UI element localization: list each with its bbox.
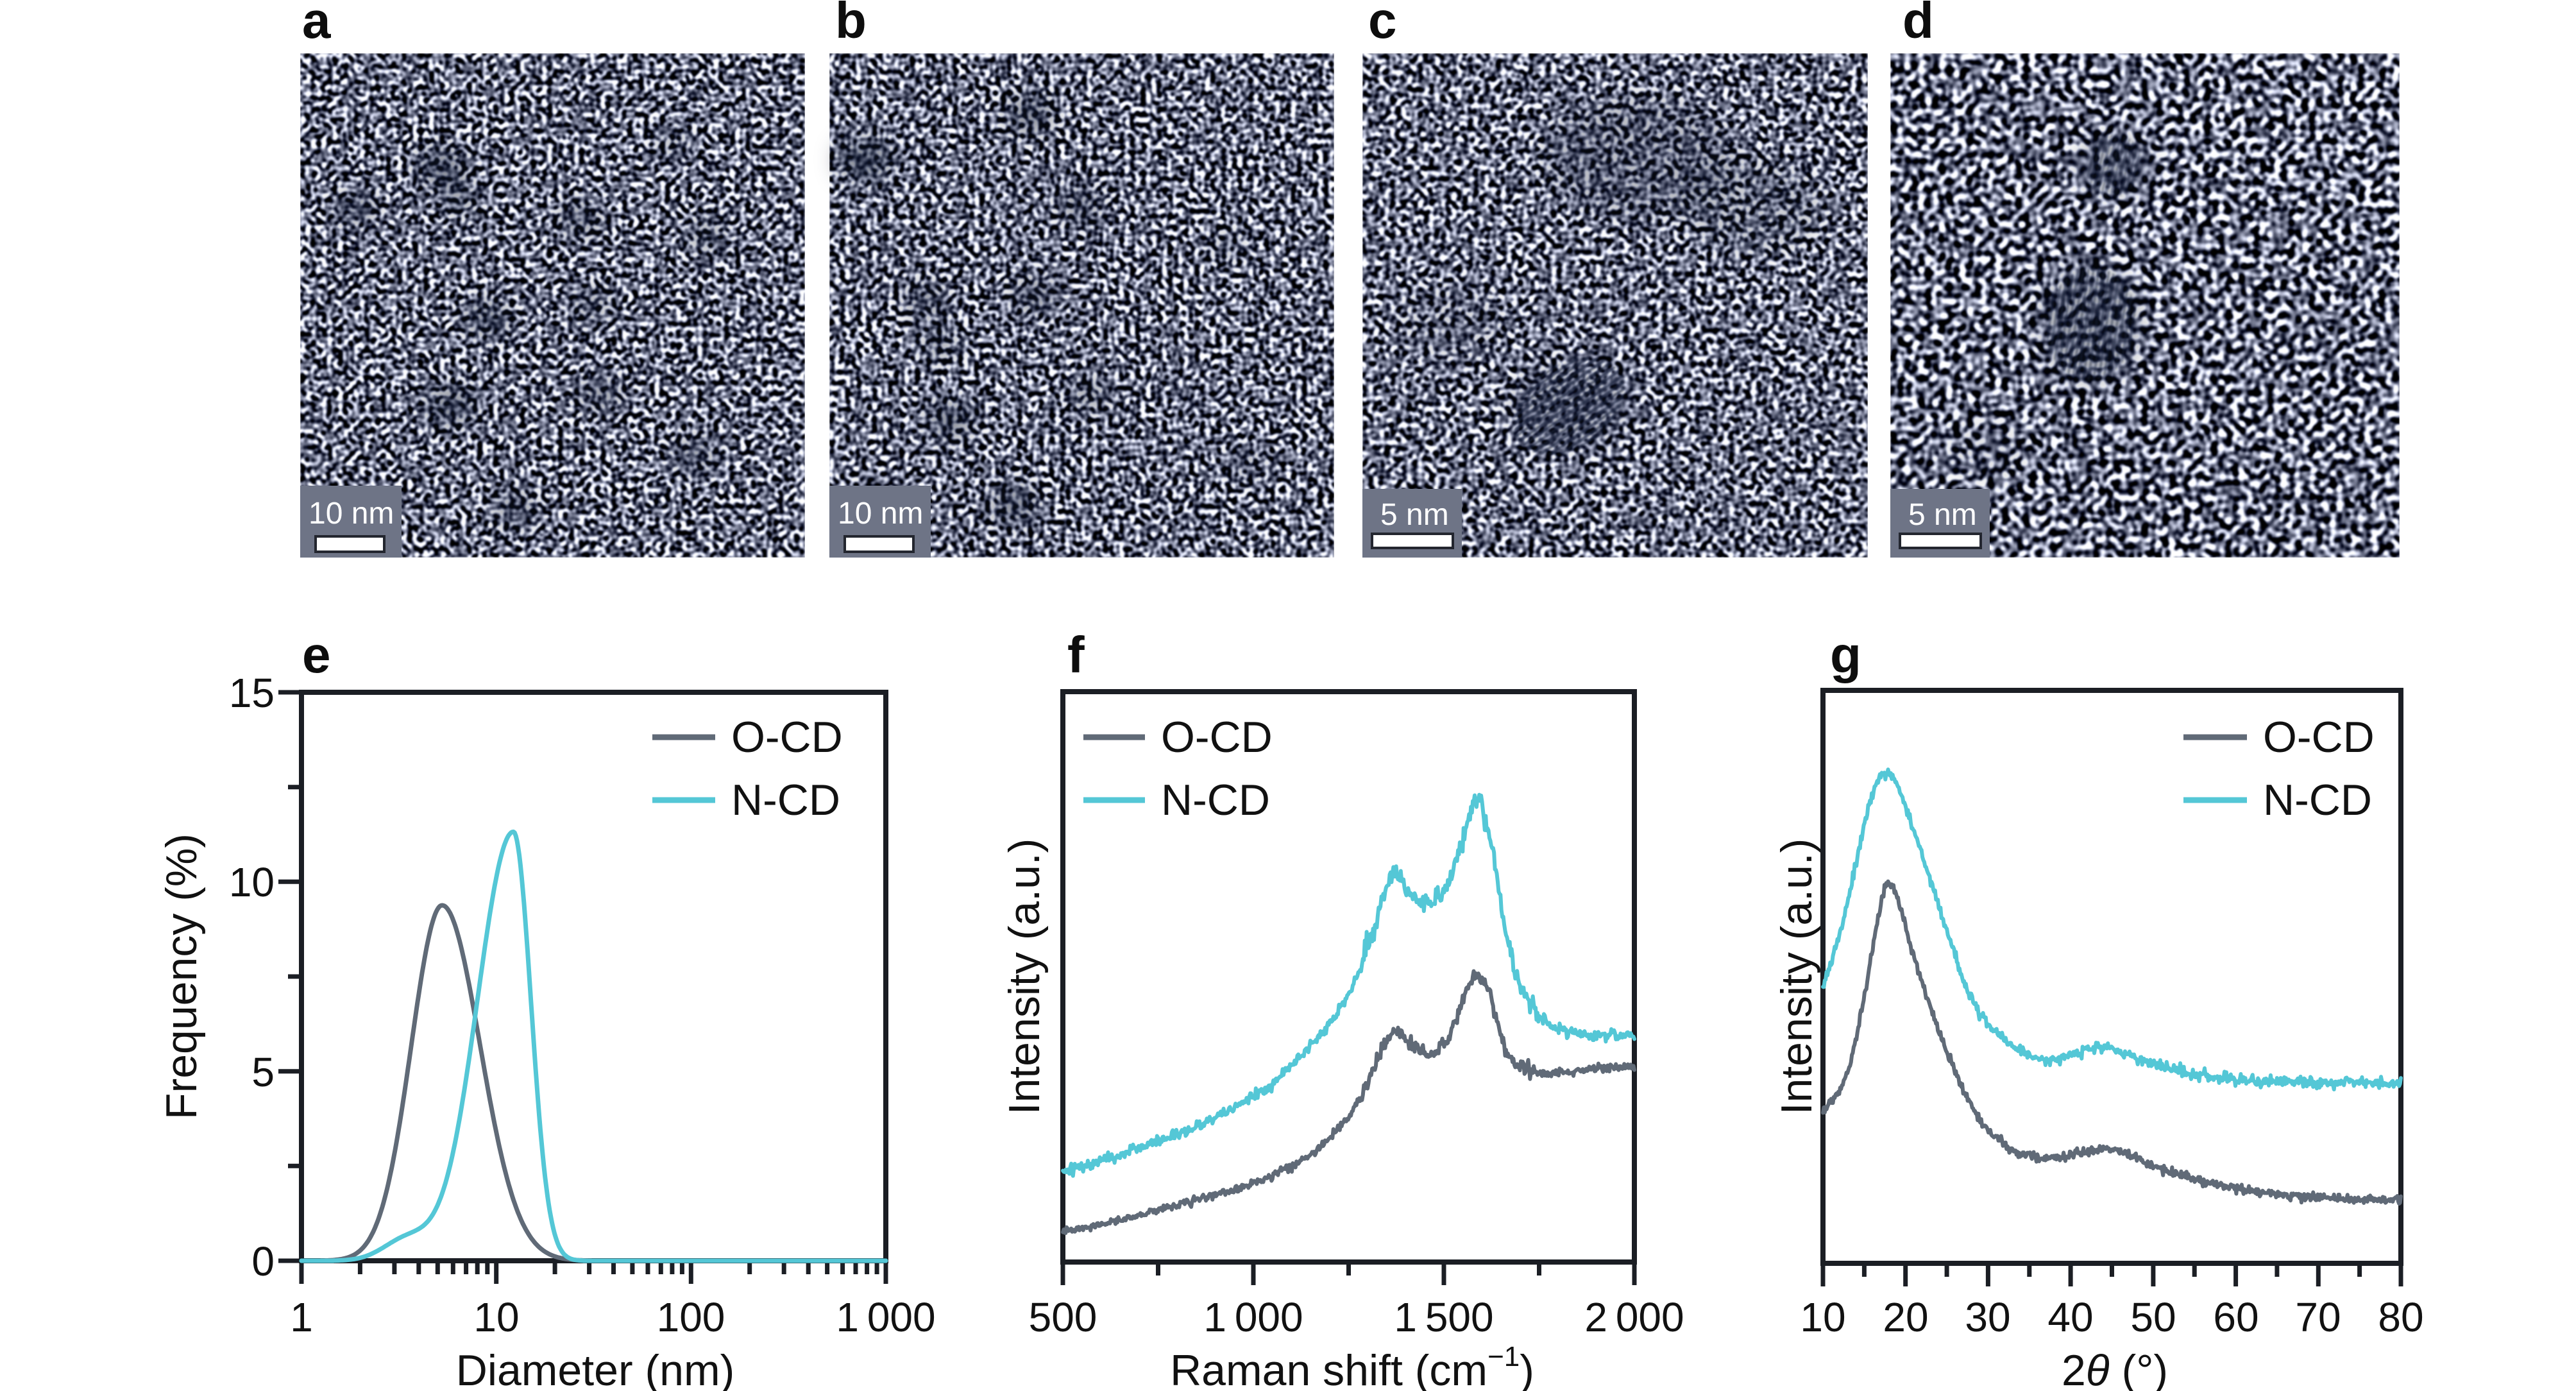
svg-text:1 500: 1 500 bbox=[1394, 1294, 1493, 1340]
svg-text:40: 40 bbox=[2047, 1294, 2093, 1340]
svg-text:N-CD: N-CD bbox=[731, 776, 840, 824]
svg-text:10: 10 bbox=[229, 859, 275, 905]
svg-text:d: d bbox=[1902, 0, 1934, 49]
svg-text:30: 30 bbox=[1965, 1294, 2010, 1340]
svg-text:O-CD: O-CD bbox=[1161, 713, 1273, 762]
svg-text:5 nm: 5 nm bbox=[1380, 498, 1449, 532]
svg-text:1 000: 1 000 bbox=[836, 1294, 935, 1340]
svg-text:b: b bbox=[835, 0, 867, 49]
svg-text:0: 0 bbox=[251, 1238, 275, 1284]
svg-text:c: c bbox=[1368, 0, 1397, 49]
svg-text:10: 10 bbox=[1800, 1294, 1845, 1340]
svg-text:10 nm: 10 nm bbox=[309, 497, 394, 531]
svg-text:10: 10 bbox=[473, 1294, 519, 1340]
svg-text:e: e bbox=[302, 626, 331, 683]
svg-text:70: 70 bbox=[2295, 1294, 2341, 1340]
svg-text:Frequency (%): Frequency (%) bbox=[157, 833, 206, 1120]
svg-text:15: 15 bbox=[229, 670, 275, 716]
svg-text:80: 80 bbox=[2378, 1294, 2423, 1340]
svg-text:O-CD: O-CD bbox=[731, 713, 843, 762]
svg-text:1: 1 bbox=[290, 1294, 313, 1340]
svg-text:a: a bbox=[302, 0, 331, 49]
svg-text:500: 500 bbox=[1029, 1294, 1097, 1340]
svg-text:60: 60 bbox=[2213, 1294, 2258, 1340]
svg-text:N-CD: N-CD bbox=[1161, 776, 1270, 824]
svg-text:Intensity (a.u.): Intensity (a.u.) bbox=[1000, 839, 1049, 1115]
svg-text:f: f bbox=[1067, 626, 1085, 683]
svg-text:g: g bbox=[1830, 626, 1861, 683]
svg-text:5 nm: 5 nm bbox=[1908, 498, 1977, 532]
svg-text:Raman shift (cm−1): Raman shift (cm−1) bbox=[1170, 1341, 1534, 1391]
svg-text:100: 100 bbox=[657, 1294, 725, 1340]
svg-text:5: 5 bbox=[251, 1049, 275, 1095]
svg-text:2θ (°): 2θ (°) bbox=[2062, 1346, 2168, 1391]
svg-text:10 nm: 10 nm bbox=[838, 497, 923, 531]
svg-text:Diameter (nm): Diameter (nm) bbox=[456, 1346, 735, 1391]
svg-text:20: 20 bbox=[1883, 1294, 1928, 1340]
svg-text:1 000: 1 000 bbox=[1203, 1294, 1303, 1340]
svg-text:O-CD: O-CD bbox=[2263, 713, 2375, 762]
svg-text:N-CD: N-CD bbox=[2263, 776, 2372, 824]
svg-text:50: 50 bbox=[2130, 1294, 2176, 1340]
svg-text:2 000: 2 000 bbox=[1584, 1294, 1684, 1340]
svg-text:Intensity (a.u.): Intensity (a.u.) bbox=[1772, 839, 1821, 1115]
